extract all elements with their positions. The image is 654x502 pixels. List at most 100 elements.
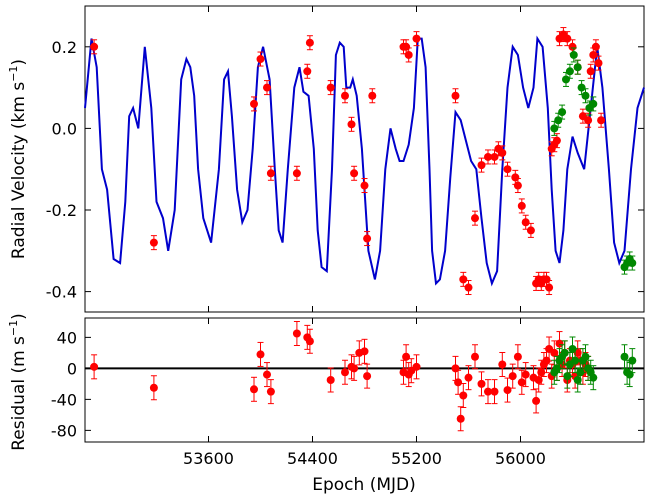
residual-y-tick-label: -80 [51, 421, 77, 440]
residual-points-group [90, 321, 637, 432]
rv-point-green [565, 67, 574, 76]
rv-point-red [471, 214, 479, 223]
rv-point-red [594, 59, 603, 68]
residual-point-red [459, 391, 468, 400]
rv-plot-frame [84, 5, 645, 313]
rv-point-red [584, 116, 593, 125]
residual-point-red [256, 350, 265, 359]
rv-point-red [326, 83, 335, 92]
rv-point-red [402, 42, 411, 51]
rv-point-red [521, 218, 530, 227]
rv-y-label-main: Radial Velocity (km s [9, 82, 29, 259]
residual-point-green [560, 348, 569, 357]
rv-point-red [490, 152, 499, 161]
rv-model-curve-group [84, 35, 645, 287]
residual-point-red [149, 383, 158, 392]
residual-x-tick-label: 54400 [287, 449, 338, 468]
residual-point-red [517, 378, 526, 387]
residual-x-ticks: 53600 54400 55200 56000 [183, 318, 546, 468]
rv-point-red [586, 67, 595, 76]
rv-points-group [90, 27, 637, 296]
residual-y-tick-label: -40 [51, 390, 77, 409]
residual-point-red [508, 372, 517, 381]
rv-point-red [459, 275, 468, 284]
residual-point-red [537, 368, 546, 377]
residual-y-label-sup: −1 [7, 320, 20, 336]
residual-point-red [550, 348, 559, 357]
rv-point-red [90, 42, 99, 51]
rv-point-red [526, 226, 535, 235]
residual-point-red [305, 337, 314, 346]
rv-point-green [577, 83, 586, 92]
rv-point-red [347, 120, 356, 129]
residual-y-label-main: Residual (m s [9, 336, 29, 451]
residual-y-ticks: -80 -40 0 40 [51, 328, 644, 440]
residual-y-axis-label: Residual (m s−1) [7, 313, 29, 451]
rv-point-green [581, 91, 590, 100]
residual-point-red [292, 329, 301, 338]
rv-point-red [517, 201, 526, 210]
rv-point-red [256, 55, 265, 64]
residual-point-red [266, 387, 275, 396]
residual-y-label-close: ) [9, 313, 29, 320]
rv-point-red [464, 283, 473, 292]
residual-point-red [503, 386, 512, 395]
residual-point-red [360, 347, 369, 356]
rv-point-red [451, 91, 460, 100]
residual-x-tick-label: 56000 [495, 449, 546, 468]
rv-point-red [412, 34, 421, 43]
rv-point-red [498, 148, 507, 157]
rv-point-red [263, 83, 271, 92]
rv-point-red [292, 169, 301, 178]
residual-point-green [571, 356, 580, 365]
rv-model-curve [84, 35, 645, 287]
rv-point-red [545, 283, 554, 292]
residual-point-red [532, 396, 541, 405]
residual-point-red [412, 362, 421, 371]
residual-point-green [552, 364, 561, 373]
rv-point-red [591, 42, 600, 51]
rv-point-red [250, 99, 258, 108]
rv-y-tick-label: 0.0 [52, 119, 77, 138]
rv-point-red [266, 169, 275, 178]
rv-point-red [511, 173, 520, 182]
residual-x-tick-label: 53600 [183, 449, 234, 468]
rv-point-red [513, 181, 522, 190]
rv-y-tick-label: -0.4 [46, 283, 77, 302]
rv-point-red [477, 161, 486, 170]
rv-point-green [562, 75, 570, 84]
residual-point-red [490, 387, 499, 396]
rv-y-tick-label: 0.2 [52, 38, 77, 57]
residual-point-red [350, 364, 359, 373]
residual-point-green [589, 373, 598, 382]
residual-y-tick-label: 40 [57, 328, 77, 347]
rv-point-red [303, 67, 312, 76]
residual-point-red [250, 385, 258, 394]
rv-y-axis-label: Radial Velocity (km s−1) [7, 59, 29, 259]
residual-point-green [573, 376, 582, 384]
residual-panel: -80 -40 0 40 53600 54400 55200 56000 Residual … [7, 313, 645, 495]
rv-point-green [554, 116, 563, 125]
rv-point-red [503, 165, 512, 174]
rv-point-green [628, 259, 637, 268]
rv-point-red [568, 42, 577, 51]
rv-panel: -0.4 -0.2 0.0 0.2 Radial Velocity (km s−1) [7, 5, 645, 313]
rv-y-label-close: ) [9, 59, 29, 66]
rv-point-red [149, 238, 158, 247]
rv-point-green [569, 50, 578, 59]
rv-point-red [484, 152, 492, 161]
rv-point-red [350, 169, 359, 178]
rv-point-red [552, 136, 561, 145]
x-axis-label: Epoch (MJD) [312, 475, 416, 495]
rv-point-red [404, 50, 413, 59]
residual-point-red [471, 352, 479, 361]
rv-point-red [363, 234, 372, 243]
rv-point-green [589, 99, 598, 108]
residual-point-green [628, 356, 637, 365]
residual-point-red [534, 376, 543, 384]
residual-x-tick-label: 55200 [391, 449, 442, 468]
residual-point-red [513, 352, 522, 361]
residual-point-red [341, 368, 349, 377]
rv-point-red [597, 116, 606, 125]
